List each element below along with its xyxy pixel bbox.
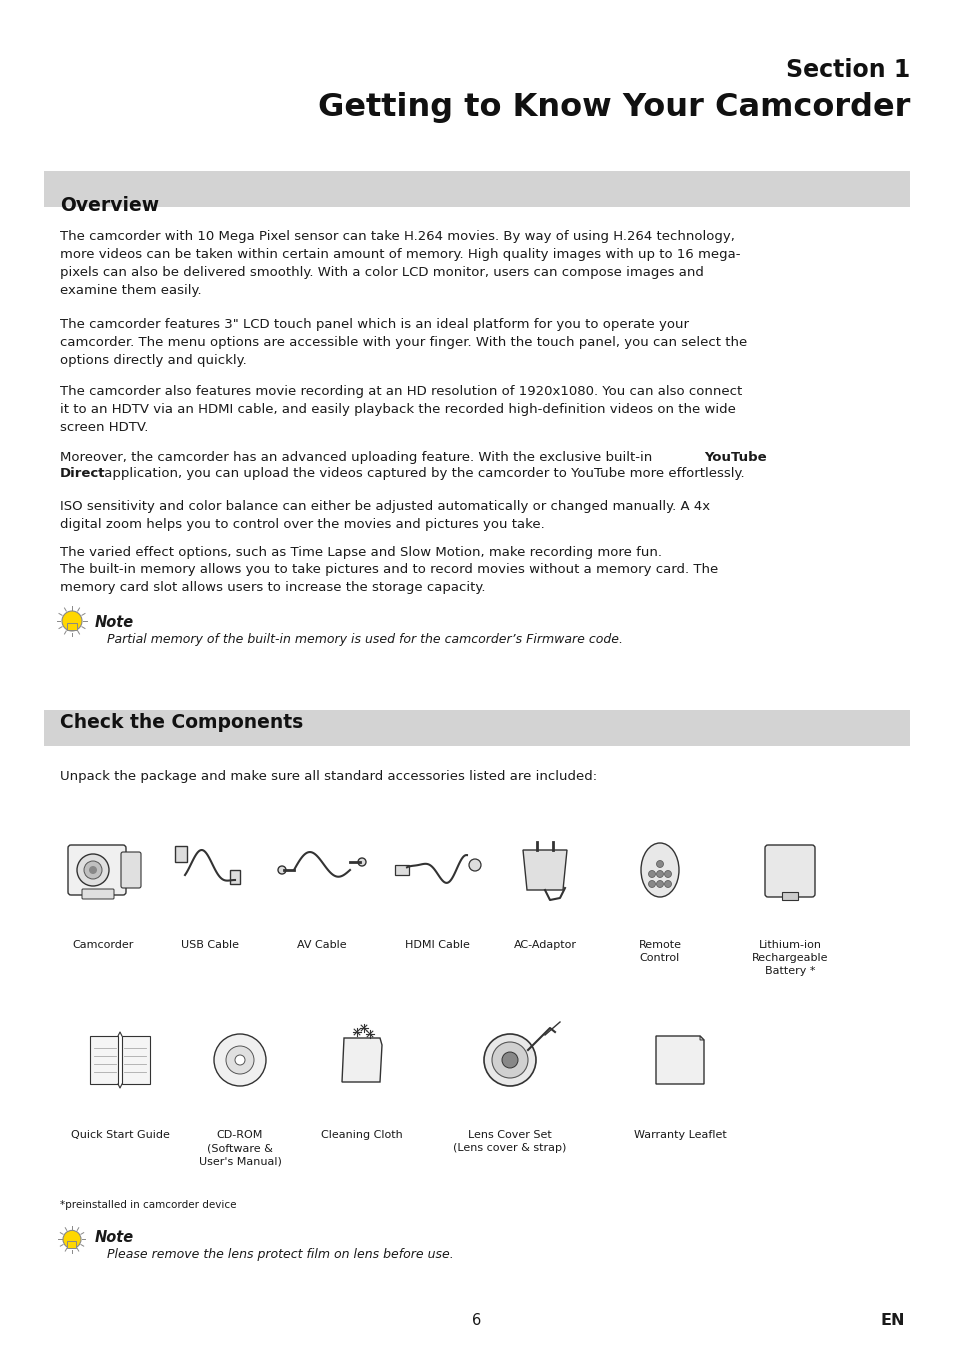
Circle shape: [664, 880, 671, 887]
FancyBboxPatch shape: [781, 892, 797, 900]
Circle shape: [469, 859, 480, 871]
Text: ISO sensitivity and color balance can either be adjusted automatically or change: ISO sensitivity and color balance can ei…: [60, 500, 709, 531]
Circle shape: [277, 865, 286, 873]
Text: application, you can upload the videos captured by the camcorder to YouTube more: application, you can upload the videos c…: [100, 467, 744, 481]
FancyBboxPatch shape: [44, 171, 909, 207]
Text: The camcorder features 3" LCD touch panel which is an ideal platform for you to : The camcorder features 3" LCD touch pane…: [60, 319, 746, 367]
Text: The camcorder also features movie recording at an HD resolution of 1920x1080. Yo: The camcorder also features movie record…: [60, 385, 741, 433]
Text: Lens Cover Set
(Lens cover & strap): Lens Cover Set (Lens cover & strap): [453, 1130, 566, 1153]
Text: AC-Adaptor: AC-Adaptor: [513, 940, 576, 950]
Circle shape: [89, 865, 97, 873]
Circle shape: [648, 871, 655, 878]
FancyBboxPatch shape: [395, 865, 409, 875]
Text: Getting to Know Your Camcorder: Getting to Know Your Camcorder: [317, 92, 909, 123]
Polygon shape: [90, 1035, 118, 1084]
Text: 6: 6: [472, 1314, 481, 1328]
Text: Section 1: Section 1: [785, 58, 909, 82]
Polygon shape: [122, 1035, 150, 1084]
Ellipse shape: [640, 842, 679, 896]
Text: EN: EN: [880, 1314, 904, 1328]
Circle shape: [77, 855, 109, 886]
FancyBboxPatch shape: [82, 890, 113, 899]
Text: Overview: Overview: [60, 196, 159, 215]
Circle shape: [226, 1046, 253, 1075]
Circle shape: [656, 860, 662, 868]
Text: Warranty Leaflet: Warranty Leaflet: [633, 1130, 725, 1139]
Text: Cleaning Cloth: Cleaning Cloth: [321, 1130, 402, 1139]
Circle shape: [483, 1034, 536, 1085]
Text: Moreover, the camcorder has an advanced uploading feature. With the exclusive bu: Moreover, the camcorder has an advanced …: [60, 451, 656, 464]
Text: Unpack the package and make sure all standard accessories listed are included:: Unpack the package and make sure all sta…: [60, 769, 597, 783]
Circle shape: [62, 612, 82, 630]
Text: The camcorder with 10 Mega Pixel sensor can take H.264 movies. By way of using H: The camcorder with 10 Mega Pixel sensor …: [60, 230, 740, 297]
Circle shape: [648, 880, 655, 887]
Text: Please remove the lens protect film on lens before use.: Please remove the lens protect film on l…: [107, 1247, 454, 1261]
Text: USB Cable: USB Cable: [181, 940, 239, 950]
Text: Note: Note: [95, 1230, 134, 1245]
Circle shape: [234, 1054, 245, 1065]
Text: Note: Note: [95, 616, 134, 630]
Text: Camcorder: Camcorder: [72, 940, 133, 950]
Text: Remote
Control: Remote Control: [638, 940, 680, 963]
Text: The built-in memory allows you to take pictures and to record movies without a m: The built-in memory allows you to take p…: [60, 563, 718, 594]
FancyBboxPatch shape: [44, 710, 909, 747]
Polygon shape: [656, 1035, 703, 1084]
Text: *preinstalled in camcorder device: *preinstalled in camcorder device: [60, 1200, 236, 1210]
Polygon shape: [341, 1038, 381, 1081]
Text: Quick Start Guide: Quick Start Guide: [71, 1130, 170, 1139]
Circle shape: [84, 861, 102, 879]
FancyBboxPatch shape: [68, 845, 126, 895]
FancyBboxPatch shape: [121, 852, 141, 888]
FancyBboxPatch shape: [764, 845, 814, 896]
Circle shape: [664, 871, 671, 878]
Text: YouTube: YouTube: [703, 451, 766, 464]
Polygon shape: [522, 850, 566, 890]
FancyBboxPatch shape: [230, 869, 240, 884]
Text: AV Cable: AV Cable: [297, 940, 347, 950]
Text: Partial memory of the built-in memory is used for the camcorder’s Firmware code.: Partial memory of the built-in memory is…: [107, 633, 622, 647]
Circle shape: [656, 880, 662, 887]
Circle shape: [63, 1230, 81, 1249]
Circle shape: [501, 1052, 517, 1068]
FancyBboxPatch shape: [174, 846, 187, 863]
Text: The varied effect options, such as Time Lapse and Slow Motion, make recording mo: The varied effect options, such as Time …: [60, 545, 661, 559]
Polygon shape: [700, 1035, 703, 1040]
Circle shape: [357, 859, 366, 865]
Circle shape: [213, 1034, 266, 1085]
Circle shape: [656, 871, 662, 878]
FancyBboxPatch shape: [68, 1241, 76, 1247]
FancyBboxPatch shape: [67, 622, 77, 630]
Text: Check the Components: Check the Components: [60, 713, 303, 732]
Text: Lithium-ion
Rechargeable
Battery *: Lithium-ion Rechargeable Battery *: [751, 940, 827, 976]
Text: HDMI Cable: HDMI Cable: [404, 940, 469, 950]
Text: CD-ROM
(Software &
User's Manual): CD-ROM (Software & User's Manual): [198, 1130, 281, 1166]
Text: Direct: Direct: [60, 467, 106, 481]
Circle shape: [492, 1042, 527, 1079]
